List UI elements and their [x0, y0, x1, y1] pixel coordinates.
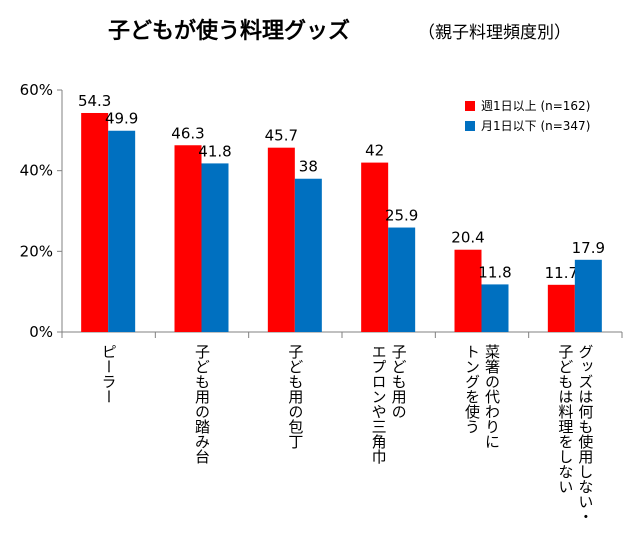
- data-label: 20.4: [451, 229, 484, 247]
- category-label: 子どもは料理をしない: [556, 344, 574, 494]
- category-label: トングを使う: [463, 344, 481, 434]
- legend-label: 月1日以下 (n=347): [481, 119, 590, 133]
- chart-subtitle: （親子料理頻度別）: [418, 23, 571, 43]
- data-label: 17.9: [572, 239, 605, 257]
- bar-weekly: [361, 162, 389, 332]
- legend-swatch: [465, 101, 475, 111]
- category-label: 子ども用の包丁: [286, 344, 304, 449]
- legend: 週1日以上 (n=162) 月1日以下 (n=347): [465, 99, 590, 133]
- bar-monthly: [201, 163, 229, 332]
- data-label: 25.9: [385, 207, 418, 225]
- bar-monthly: [388, 227, 416, 332]
- category-label: ピーラー: [100, 344, 118, 404]
- category-label: 菜箸の代わりに: [483, 344, 501, 449]
- data-label: 11.8: [478, 263, 511, 281]
- category-label: エプロンや三角巾: [370, 344, 388, 464]
- data-label: 45.7: [265, 127, 298, 145]
- bar-weekly: [547, 284, 575, 332]
- bar-monthly: [108, 130, 136, 332]
- bar-weekly: [174, 145, 202, 332]
- bar-weekly: [267, 147, 295, 332]
- data-label: 46.3: [171, 124, 204, 142]
- category-label: 子ども用の: [390, 344, 408, 419]
- bar-weekly: [81, 112, 109, 333]
- data-label: 49.9: [105, 110, 138, 128]
- bar-monthly: [574, 259, 602, 332]
- data-label: 54.3: [78, 92, 111, 110]
- data-label: 42: [365, 142, 384, 160]
- bar-monthly: [481, 284, 509, 332]
- y-tick-label: 60%: [20, 81, 53, 99]
- y-tick-label: 40%: [20, 162, 53, 180]
- y-tick-label: 20%: [20, 242, 53, 260]
- y-tick-label: 0%: [29, 323, 53, 341]
- data-label: 38: [299, 158, 318, 176]
- chart-title: 子どもが使う料理グッズ: [108, 18, 350, 44]
- data-label: 41.8: [198, 142, 231, 160]
- legend-label: 週1日以上 (n=162): [481, 99, 590, 113]
- category-label: 子ども用の踏み台: [193, 344, 211, 464]
- legend-swatch: [465, 121, 475, 131]
- plot-area: 0% 20% 40% 60% 54.3 46.3 45.7 42 20.4 11.7 49.9 41.…: [20, 81, 623, 524]
- category-label: グッズは何も使用しない・: [576, 344, 594, 524]
- data-label: 11.7: [545, 264, 578, 282]
- bar-monthly: [294, 178, 322, 332]
- bar-weekly: [454, 249, 482, 332]
